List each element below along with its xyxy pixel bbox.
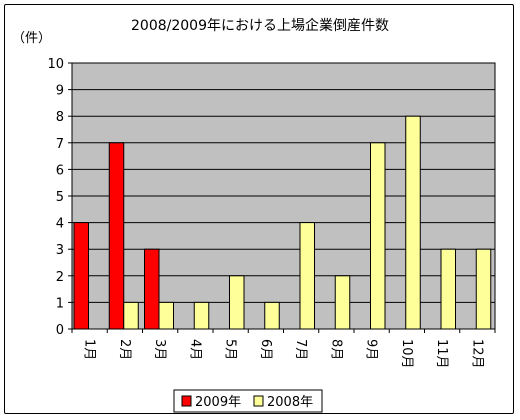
chart-title: 2008/2009年における上場企業倒産件数 <box>131 17 389 34</box>
bar-2008 <box>405 115 421 330</box>
bar-2009 <box>73 222 89 330</box>
legend-swatch <box>253 395 264 407</box>
y-tick-label: 1 <box>56 296 64 311</box>
x-tick-label: 6月 <box>258 339 273 360</box>
bar-2009 <box>144 248 160 330</box>
y-tick-label: 6 <box>56 163 64 178</box>
bar-2008 <box>334 275 351 330</box>
legend-swatch <box>181 395 192 407</box>
y-tick-label: 10 <box>47 57 64 72</box>
bar-2009 <box>108 142 125 330</box>
y-tick-label: 9 <box>56 84 64 99</box>
plot-area: 0 1 2 3 4 5 6 7 8 9 10 1月 2月 3月 4月 5月 6月 7月 8月 9月 10月 11月 12月 <box>47 57 496 369</box>
y-tick-label: 7 <box>56 137 64 152</box>
bar-2008 <box>158 301 174 330</box>
y-tick-label: 3 <box>56 243 64 258</box>
x-tick-label: 11月 <box>434 339 449 369</box>
y-tick-label: 5 <box>56 190 64 205</box>
bar-2008 <box>123 301 139 330</box>
bar-2008 <box>299 222 315 330</box>
x-tick-label: 2月 <box>117 339 132 360</box>
legend-box <box>173 389 323 413</box>
bar-2008 <box>193 301 210 330</box>
y-unit-label: （件） <box>12 31 51 46</box>
bar-2008 <box>264 301 280 330</box>
bar-2008 <box>370 142 386 330</box>
x-tick-label: 5月 <box>223 339 238 360</box>
bar-2008 <box>229 275 245 330</box>
legend: 2009年 2008年 <box>173 389 323 413</box>
legend-label: 2009年 <box>195 395 241 410</box>
y-tick-label: 0 <box>56 323 64 338</box>
x-tick-label: 7月 <box>293 339 308 360</box>
y-tick-label: 2 <box>56 270 64 285</box>
x-tick-label: 4月 <box>187 339 202 360</box>
x-tick-label: 1月 <box>82 339 97 360</box>
x-tick-label: 8月 <box>328 339 343 360</box>
x-tick-label: 12月 <box>469 339 484 369</box>
legend-label: 2008年 <box>267 395 313 410</box>
y-tick-label: 8 <box>56 110 64 125</box>
bar-2008 <box>440 248 456 330</box>
bar-2008 <box>475 248 492 330</box>
x-tick-label: 9月 <box>364 339 379 360</box>
x-tick-label: 3月 <box>152 339 167 360</box>
x-tick-label: 10月 <box>399 339 414 369</box>
y-tick-label: 4 <box>56 217 64 232</box>
